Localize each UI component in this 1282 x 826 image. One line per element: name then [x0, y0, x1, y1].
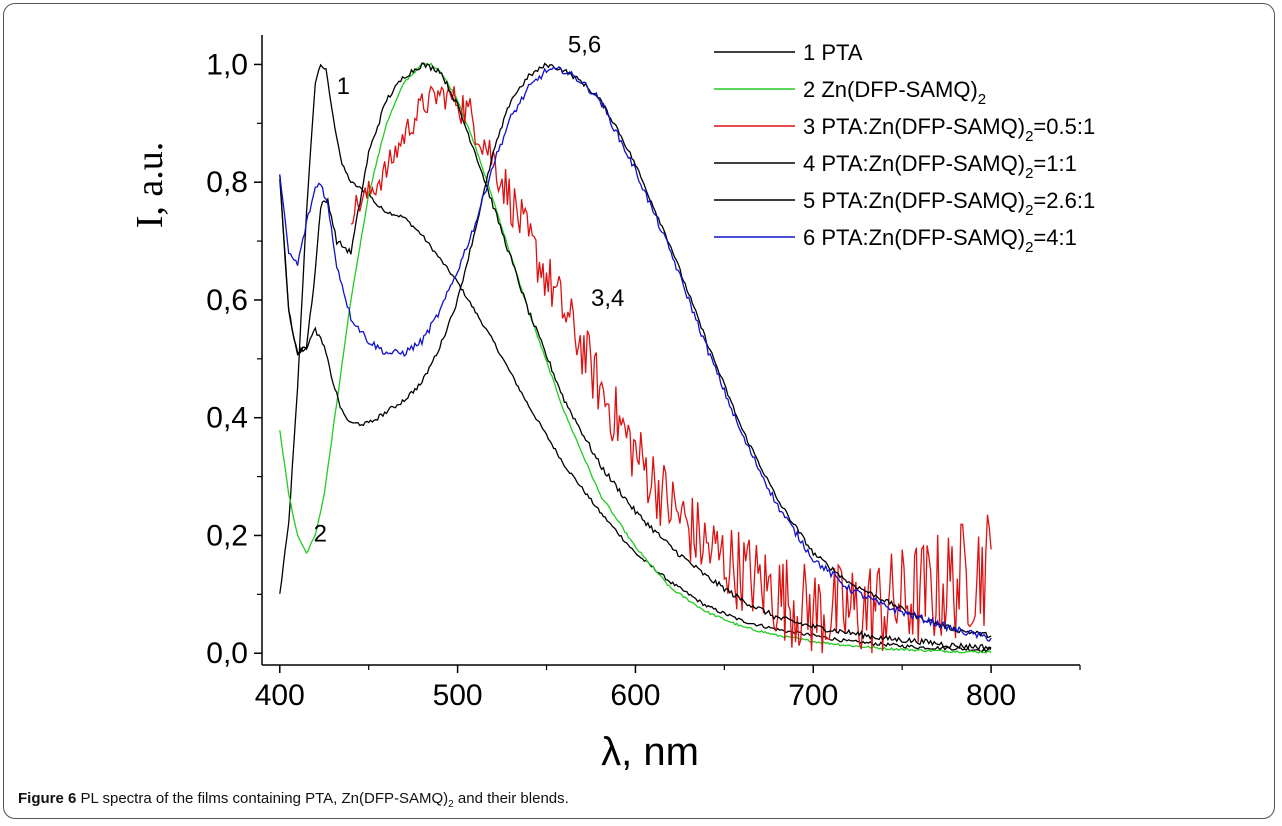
x-tick-label: 400 — [255, 679, 305, 712]
caption-text-before: PL spectra of the films containing PTA, … — [80, 790, 449, 807]
series-line-4 — [279, 62, 992, 652]
figure-frame — [3, 3, 1275, 819]
x-tick-label: 800 — [966, 679, 1016, 712]
x-axis-title: λ, nm — [601, 730, 699, 774]
curve-label: 3,4 — [591, 285, 624, 312]
caption-text-after: and their blends. — [457, 790, 569, 807]
legend-label-6: 6 PTA:Zn(DFP-SAMQ)2=4:1 — [803, 225, 1077, 256]
legend-label-3: 3 PTA:Zn(DFP-SAMQ)2=0.5:1 — [803, 114, 1095, 145]
caption-subscript: 2 — [448, 799, 454, 810]
legend-label-4: 4 PTA:Zn(DFP-SAMQ)2=1:1 — [803, 151, 1077, 182]
y-tick-label: 0,6 — [206, 284, 248, 317]
y-tick-label: 0,2 — [206, 519, 248, 552]
tick-labels: 400 500 600 700 800 0,0 0,2 0,4 0,6 0,8 1,0 — [206, 48, 1016, 712]
pl-spectra-chart: 400 500 600 700 800 0,0 0,2 0,4 0,6 0,8 1,0 1 5,6 3,… — [129, 32, 1095, 774]
x-tick-label: 700 — [788, 679, 838, 712]
series-line-5 — [279, 62, 992, 639]
legend-label-2: 2 Zn(DFP-SAMQ)2 — [803, 77, 986, 108]
y-tick-label: 0,4 — [206, 402, 248, 435]
curve-label: 5,6 — [568, 32, 601, 59]
x-tick-label: 500 — [433, 679, 483, 712]
figure-caption: Figure 6 PL spectra of the films contain… — [18, 790, 569, 810]
curve-label: 2 — [314, 520, 327, 547]
x-tick-label: 600 — [610, 679, 660, 712]
legend-label-1: 1 PTA — [803, 40, 863, 65]
series-line-6 — [279, 66, 992, 642]
series-lines — [279, 62, 992, 654]
legend: 1 PTA 2 Zn(DFP-SAMQ)2 3 PTA:Zn(DFP-SAMQ)2=… — [714, 40, 1095, 256]
y-tick-label: 1,0 — [206, 48, 248, 81]
y-axis-title: I, a.u. — [129, 142, 171, 229]
axes — [254, 35, 1081, 673]
legend-label-5: 5 PTA:Zn(DFP-SAMQ)2=2.6:1 — [803, 188, 1095, 219]
y-tick-label: 0,8 — [206, 166, 248, 199]
figure-label: Figure 6 — [18, 790, 77, 807]
curve-annotations: 1 5,6 3,4 2 — [314, 32, 625, 548]
y-tick-label: 0,0 — [206, 637, 248, 670]
curve-label: 1 — [337, 73, 350, 100]
